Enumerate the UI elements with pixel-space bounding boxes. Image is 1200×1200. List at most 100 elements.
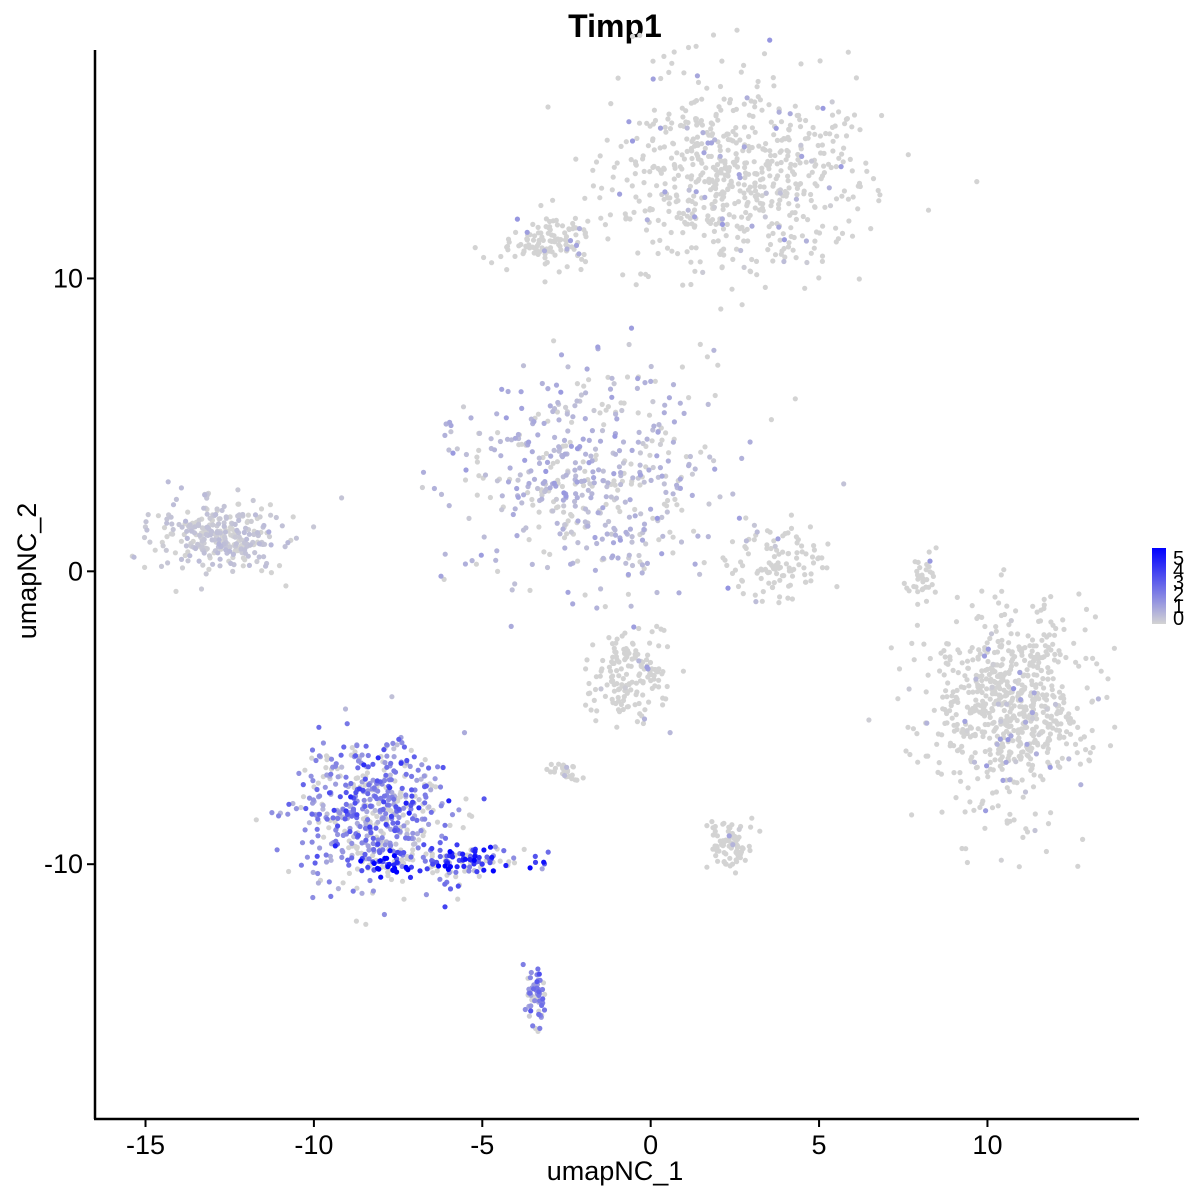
- cell-point: [639, 570, 645, 576]
- cell-point: [643, 657, 650, 663]
- cell-point: [324, 772, 330, 778]
- cell-point: [615, 555, 621, 561]
- cell-point: [989, 684, 995, 691]
- cell-point: [586, 680, 592, 687]
- cell-point: [735, 199, 742, 205]
- cell-point: [637, 462, 643, 468]
- cell-point: [933, 545, 939, 551]
- cell-point: [740, 591, 746, 597]
- cell-point: [245, 553, 251, 559]
- cell-point: [636, 625, 642, 632]
- cell-point: [641, 180, 647, 186]
- cell-point: [993, 725, 999, 731]
- cell-point: [787, 165, 793, 171]
- cell-point: [851, 112, 858, 118]
- cell-point: [550, 218, 556, 224]
- cell-point: [981, 653, 988, 659]
- cell-point: [964, 677, 970, 683]
- cell-point: [377, 858, 383, 864]
- cell-point: [562, 451, 568, 457]
- cell-point: [975, 654, 981, 660]
- cell-point: [722, 164, 729, 170]
- cell-point: [315, 780, 321, 786]
- cell-point: [1028, 756, 1034, 762]
- cell-point: [987, 696, 993, 702]
- cell-point: [674, 214, 680, 220]
- cell-point: [569, 419, 575, 425]
- cell-point: [394, 859, 400, 866]
- cell-point: [145, 511, 151, 518]
- cell-point: [396, 736, 402, 742]
- cell-point: [755, 568, 761, 574]
- cell-point: [672, 496, 678, 502]
- cell-point: [398, 760, 404, 766]
- cell-point: [635, 410, 641, 416]
- cell-point: [626, 341, 632, 348]
- cell-point: [591, 480, 597, 486]
- cell-point: [1029, 637, 1036, 643]
- cell-point: [739, 214, 745, 220]
- cell-point: [939, 809, 945, 815]
- cell-point: [625, 591, 632, 597]
- cell-point: [528, 1003, 534, 1009]
- cell-point: [983, 693, 989, 699]
- cell-point: [816, 275, 822, 281]
- cell-point: [201, 505, 207, 511]
- cell-point: [629, 539, 635, 545]
- cell-point: [559, 483, 566, 490]
- cell-point: [870, 176, 877, 182]
- cell-point: [526, 1013, 533, 1019]
- cell-point: [615, 504, 621, 510]
- cell-point: [268, 512, 274, 518]
- cell-point: [684, 249, 690, 255]
- cell-point: [574, 398, 580, 404]
- cell-point: [353, 918, 359, 924]
- cell-point: [997, 763, 1003, 769]
- cell-point: [481, 534, 487, 540]
- cell-point: [268, 542, 274, 548]
- cell-point: [521, 248, 527, 254]
- cell-point: [778, 168, 784, 174]
- cell-point: [720, 843, 726, 849]
- cell-point: [742, 175, 748, 181]
- cell-point: [664, 683, 670, 690]
- cell-point: [924, 720, 930, 726]
- cell-point: [540, 996, 546, 1002]
- cell-point: [686, 187, 692, 193]
- cell-point: [689, 155, 695, 162]
- legend-label: 1: [1173, 596, 1184, 618]
- cell-point: [545, 230, 551, 236]
- cell-point: [390, 740, 396, 747]
- cell-point: [544, 459, 551, 465]
- cell-point: [641, 168, 647, 174]
- cell-point: [811, 547, 818, 553]
- cell-point: [330, 815, 336, 821]
- cell-point: [670, 439, 677, 445]
- cell-point: [810, 124, 816, 131]
- cell-point: [399, 785, 405, 792]
- cell-point: [635, 439, 641, 445]
- cell-point: [441, 576, 447, 583]
- cell-point: [215, 550, 221, 556]
- cell-point: [240, 563, 246, 569]
- cell-point: [610, 700, 616, 706]
- cell-point: [819, 142, 826, 148]
- cell-point: [729, 539, 736, 545]
- cell-point: [201, 550, 207, 556]
- cell-point: [541, 420, 547, 426]
- cell-point: [735, 583, 742, 590]
- cell-point: [1013, 661, 1019, 667]
- cell-point: [594, 605, 600, 611]
- cell-point: [734, 223, 740, 229]
- cell-point: [155, 513, 161, 519]
- cell-point: [640, 659, 646, 665]
- cell-point: [775, 536, 781, 542]
- cell-point: [364, 833, 370, 839]
- cell-point: [221, 503, 227, 509]
- cell-point: [689, 245, 695, 251]
- cell-point: [1019, 729, 1025, 735]
- cell-point: [670, 382, 677, 388]
- cell-point: [367, 803, 374, 809]
- cell-point: [779, 248, 785, 254]
- cell-point: [797, 124, 804, 130]
